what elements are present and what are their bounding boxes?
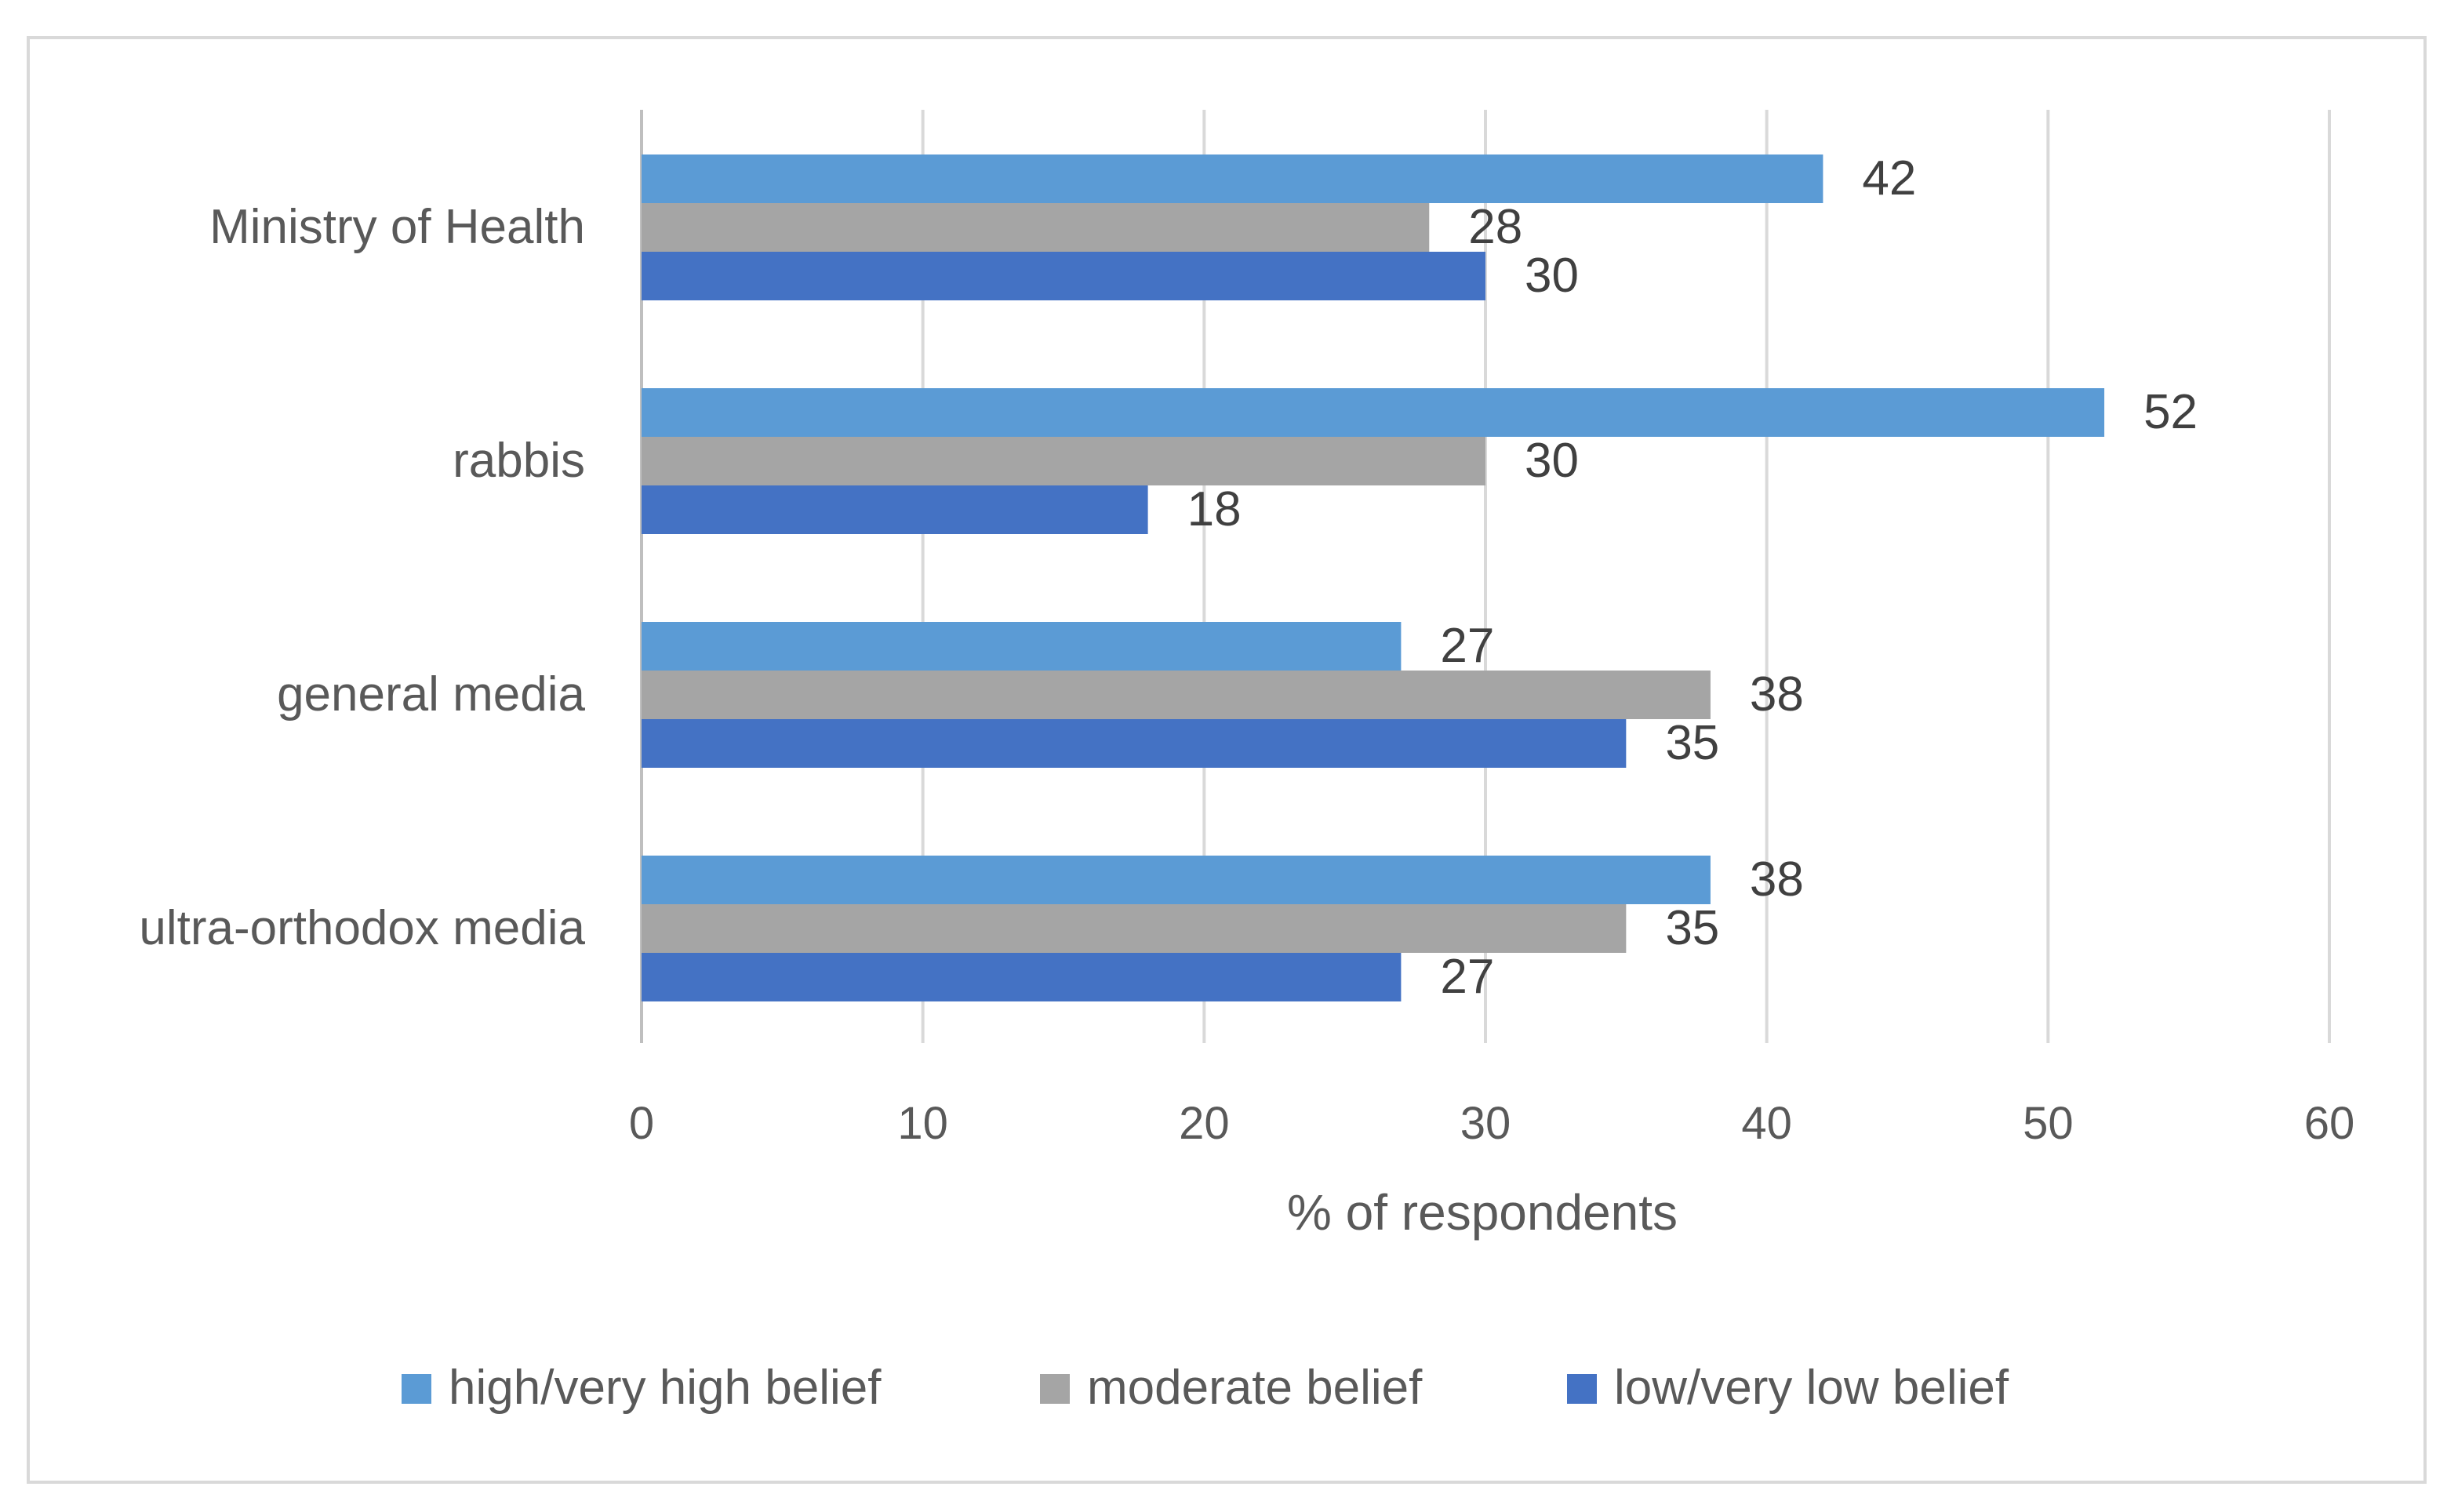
category-label: rabbis [453, 434, 585, 488]
data-label: 27 [1440, 619, 1494, 673]
category-label: ultra-orthodox media [139, 901, 585, 955]
data-label: 42 [1862, 151, 1916, 205]
legend-swatch [402, 1374, 431, 1404]
data-label: 28 [1468, 200, 1522, 254]
bar [642, 719, 1627, 768]
bar [642, 437, 1485, 485]
bars [642, 154, 2105, 1001]
legend: high/very high belief moderate belief low/… [402, 1361, 2009, 1415]
x-axis-title: % of respondents [1287, 1184, 1678, 1241]
x-tick-label: 10 [897, 1098, 948, 1149]
bar [642, 904, 1627, 953]
legend-swatch [1040, 1374, 1070, 1404]
bar [642, 622, 1402, 671]
x-tick-label: 40 [1741, 1098, 1792, 1149]
bar [642, 154, 1823, 203]
legend-label: low/very low belief [1614, 1361, 2009, 1415]
value-axis: 0 10 20 30 40 50 60 [629, 1098, 2354, 1149]
category-axis: Ministry of Health rabbis general media ult… [139, 200, 585, 955]
x-tick-label: 30 [1460, 1098, 1511, 1149]
x-tick-label: 50 [2023, 1098, 2074, 1149]
data-label: 38 [1750, 852, 1804, 907]
bar [642, 671, 1711, 719]
bar [642, 856, 1711, 904]
x-tick-label: 20 [1179, 1098, 1230, 1149]
data-label: 18 [1187, 482, 1242, 536]
data-label: 30 [1525, 249, 1579, 303]
x-tick-label: 0 [629, 1098, 654, 1149]
data-label: 35 [1665, 901, 1719, 955]
data-label: 38 [1750, 667, 1804, 721]
data-label: 30 [1525, 434, 1579, 488]
legend-label: moderate belief [1087, 1361, 1423, 1415]
legend-swatch [1567, 1374, 1597, 1404]
category-label: Ministry of Health [209, 200, 585, 254]
x-tick-label: 60 [2304, 1098, 2355, 1149]
bar [642, 485, 1148, 534]
category-label: general media [277, 667, 585, 721]
bar [642, 953, 1402, 1001]
data-label: 52 [2143, 385, 2198, 439]
bar [642, 252, 1485, 300]
bar [642, 203, 1430, 252]
data-label: 27 [1440, 950, 1494, 1004]
data-label: 35 [1665, 716, 1719, 770]
legend-label: high/very high belief [449, 1361, 882, 1415]
bar [642, 388, 2105, 437]
